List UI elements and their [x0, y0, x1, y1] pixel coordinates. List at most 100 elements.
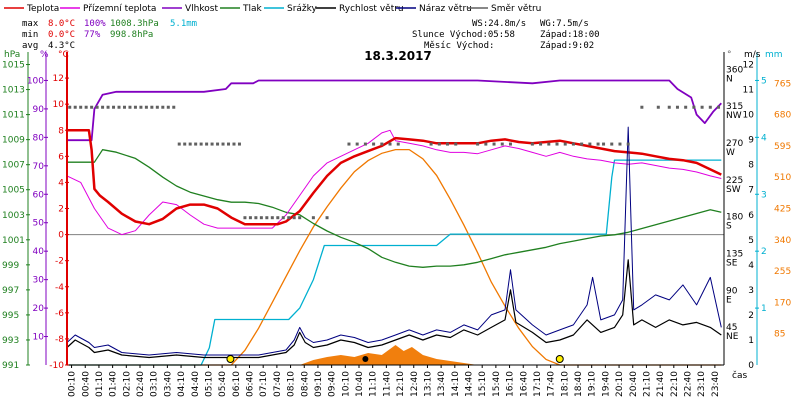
wind-direction-mark [276, 216, 280, 220]
wind-direction-mark [530, 142, 534, 146]
pressure-tick-label: 995 [2, 311, 19, 321]
direction-tick-label: 180 [726, 213, 743, 223]
temperature-tick-label: 2 [58, 205, 64, 215]
wind-direction-mark [388, 142, 392, 146]
wind-speed-line [66, 259, 722, 359]
wind-direction-mark [437, 142, 441, 146]
humidity-tick-label: 50 [33, 219, 45, 229]
sun-radiation-line [67, 148, 722, 366]
wind-direction-mark [287, 216, 291, 220]
x-tick-label: 22:10 [670, 371, 680, 397]
wind-direction-mark [270, 216, 274, 220]
direction-tick-label: 270 [726, 139, 743, 149]
wind-direction-mark [188, 142, 192, 146]
wind-tick-label: 5 [748, 236, 754, 246]
direction-tick-dir: SW [726, 185, 741, 195]
wind-direction-mark [139, 105, 143, 109]
wind-tick-label: 12 [743, 61, 754, 71]
axis-unit-pct: % [40, 50, 49, 60]
wind-direction-mark [396, 142, 400, 146]
wind-direction-mark [172, 105, 176, 109]
x-tick-label: 15:10 [478, 371, 488, 397]
stats-block: max 8.0°C 100% 1008.3hPa 5.1mm min 0.0°C… [22, 19, 197, 51]
pressure-tick-label: 1009 [2, 136, 25, 146]
legend-label: Náraz větru [419, 4, 472, 14]
x-tick-label: 23:40 [711, 371, 721, 397]
wind-direction-mark [667, 105, 671, 109]
axis-unit-hpa: hPa [4, 50, 20, 60]
wind-direction-mark [640, 105, 644, 109]
x-tick-label: 09:40 [328, 371, 338, 397]
wind-direction-mark [205, 142, 209, 146]
wind-tick-label: 8 [748, 161, 754, 171]
axis-unit-mm: mm [765, 50, 783, 60]
wind-direction-mark [492, 142, 496, 146]
x-tick-label: 22:40 [684, 371, 694, 397]
wind-direction-mark [596, 142, 600, 146]
axis-unit-deg: ° [727, 50, 732, 60]
humidity-tick-label: 10 [33, 333, 45, 343]
x-tick-label: 20:10 [615, 371, 625, 397]
pressure-tick-label: 1007 [2, 161, 25, 171]
wind-direction-mark [216, 142, 220, 146]
direction-tick-label: 45 [726, 323, 737, 333]
x-tick-label: 18:10 [560, 371, 570, 397]
wind-direction-mark [571, 142, 575, 146]
wind-gust-line [66, 126, 722, 356]
humidity-tick-label: 40 [33, 247, 45, 257]
sun-marker [226, 355, 235, 363]
wind-direction-mark [243, 216, 247, 220]
wind-direction-mark [177, 142, 181, 146]
direction-tick-dir: NE [726, 332, 739, 342]
x-tick-label: 10:40 [355, 371, 365, 397]
legend-label: Směr větru [491, 4, 541, 14]
humidity-tick-label: 60 [33, 190, 45, 200]
wind-direction-mark [292, 216, 296, 220]
x-axis-ticks: 00:10 00:40 01:10 01:40 02:10 02:40 03:10 03:40… [68, 365, 721, 397]
direction-tick-dir: SE [726, 259, 738, 269]
astro-moonset: Západ:9:02 [540, 41, 594, 51]
direction-tick-label: 135 [726, 250, 743, 260]
stat-max-temp: 8.0°C [48, 19, 75, 29]
x-tick-label: 12:10 [396, 371, 406, 397]
x-tick-label: 13:40 [437, 371, 447, 397]
wind-direction-mark [588, 142, 592, 146]
wind-direction-layer [68, 105, 721, 220]
sun-tick-label: 680 [774, 111, 791, 121]
x-tick-label: 18:40 [574, 371, 584, 397]
wind-direction-mark [106, 105, 110, 109]
axis-unit-degc: °C [58, 50, 69, 60]
x-tick-label: 04:40 [191, 371, 201, 397]
pressure-tick-label: 991 [2, 361, 19, 371]
legend-label: Teplota [26, 4, 59, 14]
wind-direction-mark [194, 142, 198, 146]
wind-direction-mark [122, 105, 126, 109]
temperature-tick-label: 0 [58, 231, 64, 241]
wind-direction-mark [73, 105, 77, 109]
x-tick-label: 02:40 [136, 371, 146, 397]
stat-avg-temp: 4.3°C [48, 41, 75, 51]
temperature-tick-label: -6 [55, 309, 64, 319]
wind-direction-mark [232, 142, 236, 146]
wind-direction-mark [484, 142, 488, 146]
wind-direction-mark [675, 105, 679, 109]
x-tick-label: 08:40 [300, 371, 310, 397]
wind-tick-label: 2 [748, 311, 754, 321]
wind-direction-mark [325, 216, 329, 220]
wind-direction-mark [265, 216, 269, 220]
wind-direction-mark [210, 142, 214, 146]
wind-tick-label: 3 [748, 286, 754, 296]
stat-max-press: 1008.3hPa [110, 19, 159, 29]
x-tick-label: 19:40 [601, 371, 611, 397]
sun-tick-label: 170 [774, 298, 791, 308]
wind-direction-mark [112, 105, 116, 109]
temperature-tick-label: 6 [58, 152, 64, 162]
wind-direction-mark [555, 142, 559, 146]
x-tick-label: 05:10 [204, 371, 214, 397]
wind-direction-mark [476, 142, 480, 146]
wind-direction-mark [254, 216, 258, 220]
sun-intensity-area [299, 345, 478, 365]
wind-direction-mark [237, 142, 241, 146]
rain-tick-label: 4 [761, 133, 767, 143]
